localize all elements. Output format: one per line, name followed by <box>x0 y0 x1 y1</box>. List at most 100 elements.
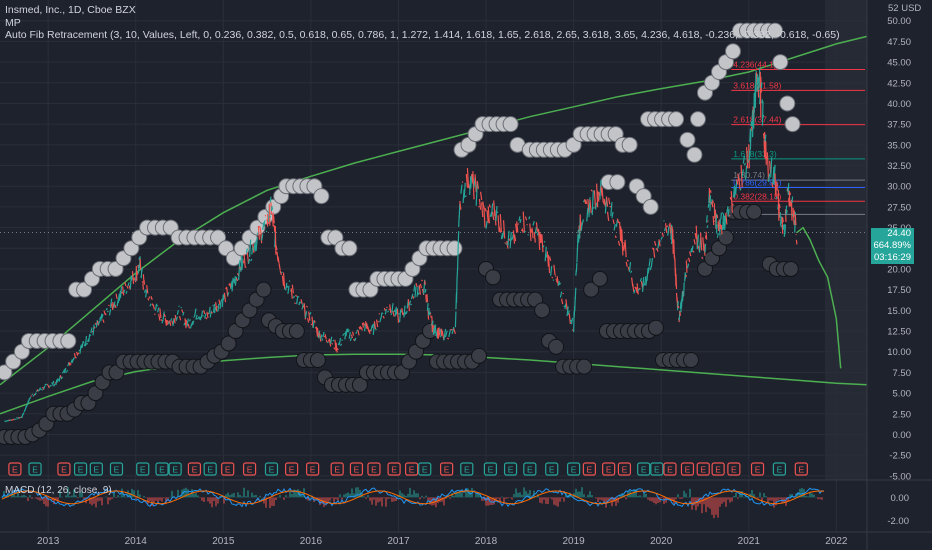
price-segment <box>297 295 300 298</box>
earnings-marker[interactable]: E <box>545 462 559 476</box>
earnings-marker-box <box>203 462 217 476</box>
price-segment <box>743 162 747 166</box>
mp-marker-dark <box>548 338 565 355</box>
earnings-marker[interactable]: E <box>242 462 257 476</box>
earnings-marker[interactable]: E <box>602 462 616 476</box>
earnings-marker[interactable]: E <box>349 462 364 476</box>
price-segment <box>49 384 52 387</box>
price-segment <box>730 191 733 213</box>
macd-indicator-label[interactable]: MACD (12, 26, close, 9) <box>5 485 112 496</box>
price-segment <box>455 278 458 304</box>
earnings-marker[interactable]: E <box>637 462 651 476</box>
earnings-marker[interactable]: E <box>680 462 695 476</box>
price-segment <box>346 328 349 333</box>
earnings-marker[interactable]: E <box>330 462 344 476</box>
earnings-marker[interactable]: E <box>460 462 474 476</box>
symbol-title[interactable]: Insmed, Inc., 1D, Cboe BZX <box>5 4 136 16</box>
mp-marker-light <box>210 229 227 246</box>
price-segment <box>742 155 745 164</box>
price-segment <box>102 319 105 323</box>
price-segment <box>568 313 571 324</box>
earnings-marker[interactable]: E <box>711 462 725 476</box>
time-tick-label: 2019 <box>562 536 585 547</box>
price-segment <box>255 237 258 251</box>
earnings-marker[interactable]: E <box>440 462 454 476</box>
price-segment <box>522 211 525 233</box>
price-segment <box>137 264 140 274</box>
earnings-marker[interactable]: E <box>285 462 299 476</box>
price-segment <box>478 199 482 210</box>
earnings-marker[interactable]: E <box>405 462 419 476</box>
earnings-marker-glyph: E <box>527 465 533 475</box>
price-segment <box>111 303 114 310</box>
earnings-marker[interactable]: E <box>582 462 596 476</box>
price-segment <box>119 286 123 299</box>
price-segment <box>680 298 683 309</box>
earnings-marker-glyph: E <box>685 465 691 475</box>
earnings-marker[interactable]: E <box>650 462 664 476</box>
price-segment <box>457 231 460 248</box>
price-segment <box>365 321 368 329</box>
earnings-marker[interactable]: E <box>136 462 150 476</box>
price-segment <box>82 341 85 344</box>
earnings-marker[interactable]: E <box>57 462 71 476</box>
earnings-marker[interactable]: E <box>221 462 235 476</box>
earnings-marker[interactable]: E <box>750 462 765 476</box>
earnings-marker[interactable]: E <box>306 462 320 476</box>
price-segment <box>333 347 336 350</box>
price-tick-label: 40.00 <box>887 99 911 110</box>
earnings-marker[interactable]: E <box>155 462 169 476</box>
price-segment <box>672 229 674 254</box>
price-segment <box>621 229 624 256</box>
price-segment <box>789 201 792 207</box>
earnings-marker[interactable]: E <box>203 462 217 476</box>
earnings-marker[interactable]: E <box>418 462 432 476</box>
earnings-marker[interactable]: E <box>367 462 381 476</box>
indicator-mp-label[interactable]: MP <box>5 17 21 29</box>
earnings-marker[interactable]: E <box>503 462 518 476</box>
price-segment <box>291 284 294 294</box>
price-segment <box>387 310 390 313</box>
price-segment <box>558 282 562 286</box>
earnings-marker-glyph: E <box>61 465 67 475</box>
price-segment <box>591 190 594 216</box>
earnings-marker[interactable]: E <box>617 462 632 476</box>
earnings-marker[interactable]: E <box>696 462 710 476</box>
price-segment <box>339 343 343 347</box>
macd-tick-label: 0.00 <box>891 493 910 504</box>
earnings-marker[interactable]: E <box>567 462 581 476</box>
earnings-marker[interactable]: E <box>28 462 42 476</box>
earnings-marker[interactable]: E <box>73 462 88 476</box>
price-segment <box>507 230 510 246</box>
price-segment <box>327 339 331 343</box>
earnings-marker[interactable]: E <box>8 462 22 476</box>
price-segment <box>726 206 729 214</box>
earnings-marker[interactable]: E <box>794 462 808 476</box>
price-line-layer <box>4 67 842 423</box>
earnings-marker[interactable]: E <box>89 462 103 476</box>
earnings-marker[interactable]: E <box>727 462 741 476</box>
earnings-marker[interactable]: E <box>109 462 124 476</box>
earnings-marker[interactable]: E <box>523 462 537 476</box>
earnings-marker[interactable]: E <box>772 462 787 476</box>
earnings-marker[interactable]: E <box>387 462 401 476</box>
earnings-marker[interactable]: E <box>663 462 677 476</box>
price-segment <box>411 293 414 300</box>
price-tick-label: 12.50 <box>887 327 911 338</box>
price-segment <box>417 292 420 296</box>
price-segment <box>398 312 400 315</box>
earnings-marker[interactable]: E <box>483 462 498 476</box>
price-segment <box>380 312 383 319</box>
price-segment <box>518 216 521 222</box>
price-segment <box>486 210 489 223</box>
earnings-marker[interactable]: E <box>264 462 279 476</box>
mp-marker-dark <box>583 281 600 298</box>
price-segment <box>267 213 269 224</box>
indicator-fib-label[interactable]: Auto Fib Retracement (3, 10, Values, Lef… <box>5 29 840 41</box>
earnings-marker[interactable]: E <box>187 462 202 476</box>
price-segment <box>454 311 457 328</box>
earnings-marker[interactable]: E <box>168 462 182 476</box>
